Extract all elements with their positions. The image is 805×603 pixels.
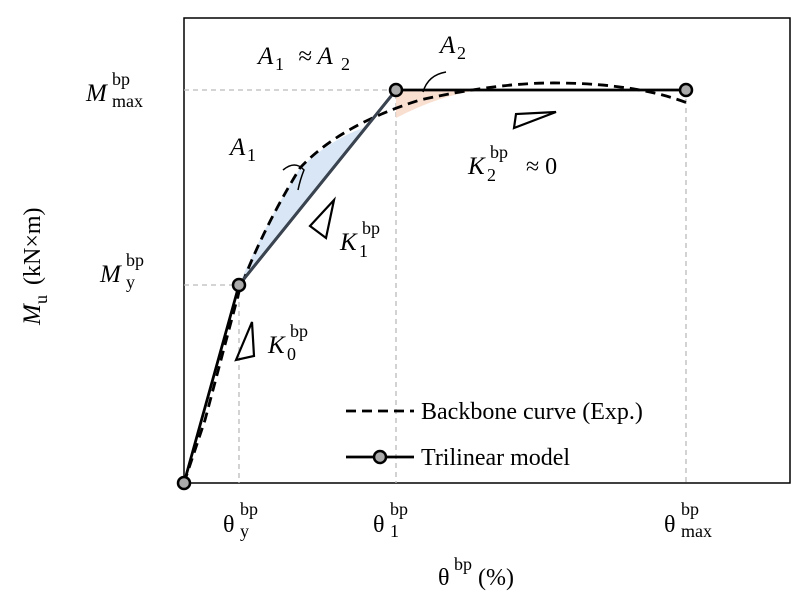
theta-max-sup: bp bbox=[681, 499, 699, 519]
area-eq-b-sub: 2 bbox=[341, 54, 350, 74]
theta-1-sup: bp bbox=[390, 499, 408, 519]
k2-sub: 2 bbox=[487, 165, 496, 185]
k0: K bbox=[267, 332, 286, 359]
k1: K bbox=[339, 229, 358, 256]
y-axis-unit: (kN×m) bbox=[20, 207, 46, 285]
theta-1: θ bbox=[373, 512, 385, 538]
theta-y-sub: y bbox=[240, 521, 249, 541]
k0-sup: bp bbox=[290, 321, 308, 341]
x-axis-unit: (%) bbox=[478, 565, 514, 591]
m-max-sup: bp bbox=[112, 69, 130, 89]
area-eq-mid: ≈ A bbox=[298, 43, 334, 70]
area-a2 bbox=[396, 90, 480, 118]
theta-max: θ bbox=[664, 512, 676, 538]
area-1: A bbox=[228, 134, 246, 161]
points bbox=[176, 82, 694, 491]
backbone-curve bbox=[182, 81, 691, 484]
k2-sup: bp bbox=[490, 142, 508, 162]
legend: Backbone curve (Exp.) Trilinear model bbox=[346, 399, 643, 471]
k1-segment bbox=[237, 89, 398, 286]
k2: K bbox=[467, 153, 486, 180]
area-1-sub: 1 bbox=[247, 145, 256, 165]
labels: M bp max M bp y θ bp y θ bp 1 θ bp max θ… bbox=[19, 32, 712, 591]
plot-frame bbox=[183, 17, 791, 484]
area-eq-a-sub: 1 bbox=[275, 54, 284, 74]
theta-max-sub: max bbox=[681, 521, 712, 541]
theta-y-sup: bp bbox=[240, 499, 258, 519]
area-2: A bbox=[438, 32, 456, 59]
m-y: M bbox=[99, 261, 122, 288]
k0-sub: 0 bbox=[287, 344, 296, 364]
k2-approx: ≈ 0 bbox=[526, 154, 557, 180]
y-axis-label: M bbox=[19, 303, 46, 326]
area-2-sub: 2 bbox=[457, 43, 466, 63]
m-y-sup: bp bbox=[126, 250, 144, 270]
k1-sup: bp bbox=[362, 218, 380, 238]
slope-triangles bbox=[234, 71, 557, 362]
legend-entry: Backbone curve (Exp.) bbox=[421, 399, 643, 425]
m-y-sub: y bbox=[126, 272, 135, 292]
m-max-sub: max bbox=[112, 91, 143, 111]
legend-entry: Trilinear model bbox=[421, 445, 570, 471]
m-max: M bbox=[85, 80, 108, 107]
theta-1-sub: 1 bbox=[390, 521, 399, 541]
x-axis-label: θ bbox=[438, 565, 450, 591]
area-eq-a: A bbox=[256, 43, 274, 70]
x-axis-sup: bp bbox=[454, 554, 472, 574]
theta-y: θ bbox=[223, 512, 235, 538]
y-axis-sub: u bbox=[31, 295, 51, 304]
k1-sub: 1 bbox=[359, 241, 368, 261]
